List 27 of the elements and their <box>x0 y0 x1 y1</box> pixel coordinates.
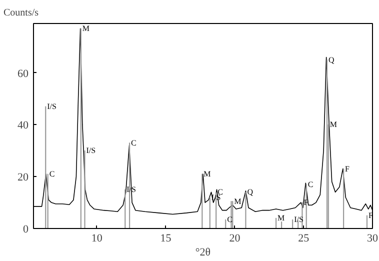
y-tick-label: 20 <box>18 172 29 184</box>
y-tick-label: 40 <box>18 120 29 132</box>
x-axis-title: °2θ <box>195 246 211 258</box>
x-tick-label: 20 <box>229 232 241 244</box>
annotation: Q <box>247 188 254 197</box>
annotation: C <box>227 215 232 224</box>
annotation: M <box>278 214 285 223</box>
annotation: M <box>82 24 90 34</box>
annotation: C <box>308 180 314 189</box>
x-tick-label: 25 <box>298 232 310 244</box>
annotation: C <box>131 138 136 148</box>
annotation: M <box>330 120 338 130</box>
annotation: I/S <box>86 146 96 156</box>
x-tick-label: 30 <box>367 232 378 244</box>
x-tick-label: 10 <box>91 232 103 244</box>
x-tick-label: 15 <box>160 232 172 244</box>
y-tick-label: 60 <box>18 68 29 80</box>
annotation: I/S <box>47 102 56 112</box>
y-axis-title: Counts/s <box>4 8 39 18</box>
annotation: Q <box>328 55 335 64</box>
annotation: I/S <box>294 215 304 224</box>
annotation: C <box>218 188 223 197</box>
annotation: M <box>204 170 211 179</box>
annotation: C <box>49 170 55 179</box>
y-tick-label: 0 <box>23 224 29 236</box>
annotation: M <box>234 196 242 206</box>
annotation: F <box>345 164 350 174</box>
